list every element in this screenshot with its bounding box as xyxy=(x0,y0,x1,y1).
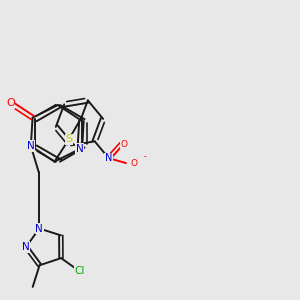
Text: N: N xyxy=(76,144,84,154)
Text: O: O xyxy=(120,140,128,148)
Text: N: N xyxy=(105,153,112,163)
Text: -: - xyxy=(143,153,146,162)
Text: O: O xyxy=(131,159,138,168)
Text: Cl: Cl xyxy=(74,266,85,276)
Text: S: S xyxy=(65,134,73,144)
Text: N: N xyxy=(27,141,35,151)
Text: O: O xyxy=(6,98,15,108)
Text: N: N xyxy=(35,224,43,233)
Text: N: N xyxy=(22,242,30,252)
